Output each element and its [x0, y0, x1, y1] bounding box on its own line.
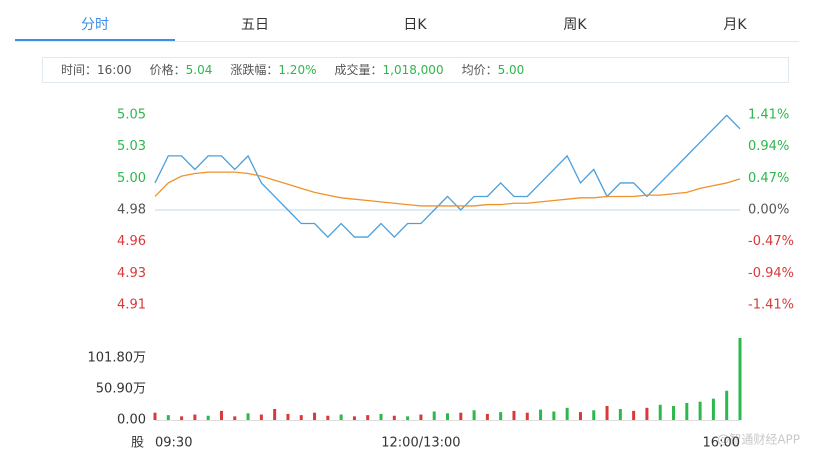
volume-bar	[485, 413, 489, 420]
volume-bar	[525, 412, 529, 420]
volume-bar	[246, 413, 250, 420]
volume-bar	[259, 414, 263, 420]
volume-bar	[392, 415, 396, 420]
volume-bar	[685, 402, 689, 420]
y-tick-label: 4.93	[117, 266, 146, 281]
volume-bar	[446, 413, 449, 420]
price-line	[154, 114, 741, 238]
y2-tick-label: 1.41%	[748, 108, 789, 123]
volume-bar	[592, 410, 596, 420]
volume-bar	[499, 412, 503, 420]
y-tick-label: 4.91	[117, 298, 146, 313]
tab[interactable]: 周K	[563, 17, 587, 33]
volume-bar	[512, 410, 516, 420]
y2-tick-label: 0.94%	[748, 139, 789, 154]
y-tick-label: 5.00	[117, 171, 146, 186]
volume-bar	[618, 409, 622, 420]
volume-bar	[432, 411, 436, 420]
tab-separator	[15, 41, 799, 42]
volume-bar	[219, 410, 223, 420]
info-value: 5.04	[185, 63, 213, 77]
volume-bar	[459, 412, 463, 420]
info-label: 价格：	[149, 63, 186, 77]
info-value: 16:00	[97, 63, 132, 77]
active-tab-indicator	[15, 39, 175, 41]
y2-tick-label: -1.41%	[748, 298, 794, 313]
info-label: 涨跌幅：	[230, 63, 279, 77]
volume-bar	[366, 415, 370, 420]
x-axis-label: 股	[131, 436, 144, 451]
tab[interactable]: 五日	[241, 17, 269, 33]
volume-bar	[193, 414, 197, 420]
volume-bar	[339, 414, 343, 420]
info-bar: 时间：16:00 价格：5.04 涨跌幅：1.20% 成交量：1,018,000 均价：…	[42, 57, 789, 83]
watermark: @智通财经APP	[717, 432, 800, 447]
volume-bar	[711, 398, 715, 420]
volume-bar	[539, 409, 543, 420]
volume-bar	[406, 416, 410, 420]
info-label: 均价：	[461, 63, 498, 77]
volume-bar	[645, 407, 649, 420]
volume-bar	[672, 405, 676, 420]
y2-tick-label: -0.47%	[748, 234, 794, 249]
volume-bar	[419, 414, 423, 420]
volume-bar	[472, 410, 476, 420]
info-item: 时间：16:00	[61, 63, 132, 77]
volume-bar	[180, 416, 184, 420]
tab[interactable]: 月K	[723, 17, 747, 33]
info-item: 成交量：1,018,000	[334, 63, 443, 77]
price-line	[154, 171, 741, 207]
info-item: 价格：5.04	[150, 63, 213, 77]
info-item: 涨跌幅：1.20%	[230, 63, 316, 77]
volume-tick-label: 0.00	[117, 413, 146, 428]
volume-bar	[233, 416, 237, 420]
y-tick-label: 4.96	[117, 234, 146, 249]
volume-bar	[658, 404, 662, 420]
volume-bar	[379, 413, 383, 420]
volume-bar	[578, 412, 582, 420]
volume-bar	[326, 415, 330, 420]
volume-bar	[352, 416, 356, 420]
tab[interactable]: 分时	[81, 17, 109, 33]
volume-bar	[273, 409, 277, 420]
volume-bar	[565, 407, 569, 420]
y-tick-label: 5.05	[117, 108, 146, 123]
volume-bar	[552, 411, 556, 420]
volume-bar	[166, 415, 170, 420]
info-label: 成交量：	[334, 63, 383, 77]
volume-bar	[313, 412, 317, 420]
info-value: 1.20%	[278, 63, 317, 77]
volume-bar	[698, 401, 702, 420]
x-tick-label: 16:00	[703, 436, 740, 451]
volume-bar	[286, 413, 290, 420]
y-tick-label: 4.98	[117, 203, 146, 218]
volume-tick-label: 101.80万	[88, 350, 147, 365]
x-tick-label: 12:00/13:00	[381, 436, 460, 451]
tab[interactable]: 日K	[403, 17, 427, 33]
volume-bar	[299, 415, 303, 420]
volume-bar	[738, 338, 742, 420]
y2-tick-label: 0.00%	[748, 203, 789, 218]
y-tick-label: 5.03	[117, 139, 146, 154]
volume-bar	[725, 390, 729, 420]
info-item: 均价：5.00	[462, 63, 525, 77]
y2-tick-label: -0.94%	[748, 266, 794, 281]
volume-bar	[605, 405, 609, 420]
info-value: 1,018,000	[382, 63, 444, 77]
volume-tick-label: 50.90万	[96, 381, 146, 396]
volume-bar	[632, 410, 636, 420]
y2-tick-label: 0.47%	[748, 171, 789, 186]
info-label: 时间：	[61, 63, 98, 77]
info-value: 5.00	[497, 63, 525, 77]
x-tick-label: 09:30	[155, 436, 192, 451]
volume-bar	[153, 412, 157, 420]
volume-bar	[206, 415, 210, 420]
